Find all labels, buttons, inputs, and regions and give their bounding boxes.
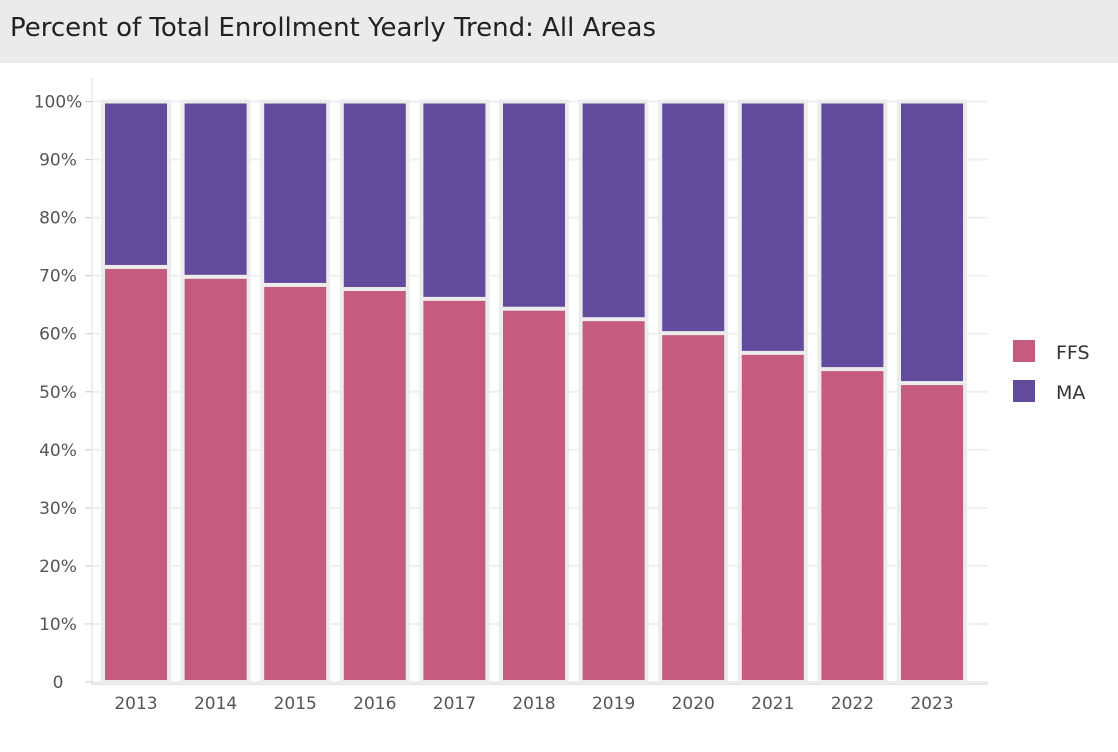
bar-ma-2019 [582,103,645,318]
y-tick-label: 70% [39,267,77,287]
bar-ma-2020 [662,103,725,332]
bar-ffs-2023 [901,385,963,680]
bar-ma-2022 [821,103,884,368]
bar-ffs-2016 [343,291,406,680]
y-tick-label: 80% [39,209,77,229]
legend-label-ffs: FFS [1056,342,1090,364]
y-tick-label: 100% [34,93,83,113]
y-tick-label: 50% [39,383,77,403]
legend-swatch-ffs [1013,340,1035,362]
y-tick-label: 20% [39,557,77,577]
bar-ma-2021 [741,103,804,351]
bar-ma-2023 [901,103,963,382]
bar-ffs-2018 [503,310,565,680]
x-tick-label: 2017 [433,694,476,714]
bar-ffs-2013 [105,268,167,680]
bar-ma-2017 [423,103,486,297]
legend-swatch-ma [1013,380,1035,402]
x-tick-label: 2018 [512,694,555,714]
y-tick-label: 30% [39,499,77,519]
bar-ffs-2021 [741,354,804,680]
x-tick-label: 2022 [831,694,874,714]
y-tick-label: 0 [53,673,64,693]
x-tick-label: 2023 [910,694,953,714]
bar-ma-2016 [343,103,406,288]
bar-ma-2013 [105,103,167,265]
y-tick-label: 60% [39,325,77,345]
bar-ffs-2020 [662,335,725,680]
y-tick-label: 90% [39,151,77,171]
bar-ma-2014 [184,103,247,275]
x-tick-label: 2016 [353,694,396,714]
x-tick-label: 2014 [194,694,237,714]
legend-label-ma: MA [1056,382,1085,404]
x-tick-label: 2019 [592,694,635,714]
y-tick-label: 40% [39,441,77,461]
x-tick-label: 2021 [751,694,794,714]
x-tick-label: 2020 [672,694,715,714]
bar-ffs-2014 [184,278,247,680]
chart-title: Percent of Total Enrollment Yearly Trend… [10,13,657,43]
bar-ffs-2017 [423,300,486,680]
x-tick-label: 2013 [114,694,157,714]
bar-ma-2018 [503,103,565,307]
y-tick-label: 10% [39,615,77,635]
bar-ffs-2015 [264,286,327,680]
bar-ffs-2019 [582,321,645,680]
bar-ma-2015 [264,103,327,283]
bar-ffs-2022 [821,371,884,680]
chart-header: Percent of Total Enrollment Yearly Trend… [0,0,1118,63]
x-tick-label: 2015 [274,694,317,714]
